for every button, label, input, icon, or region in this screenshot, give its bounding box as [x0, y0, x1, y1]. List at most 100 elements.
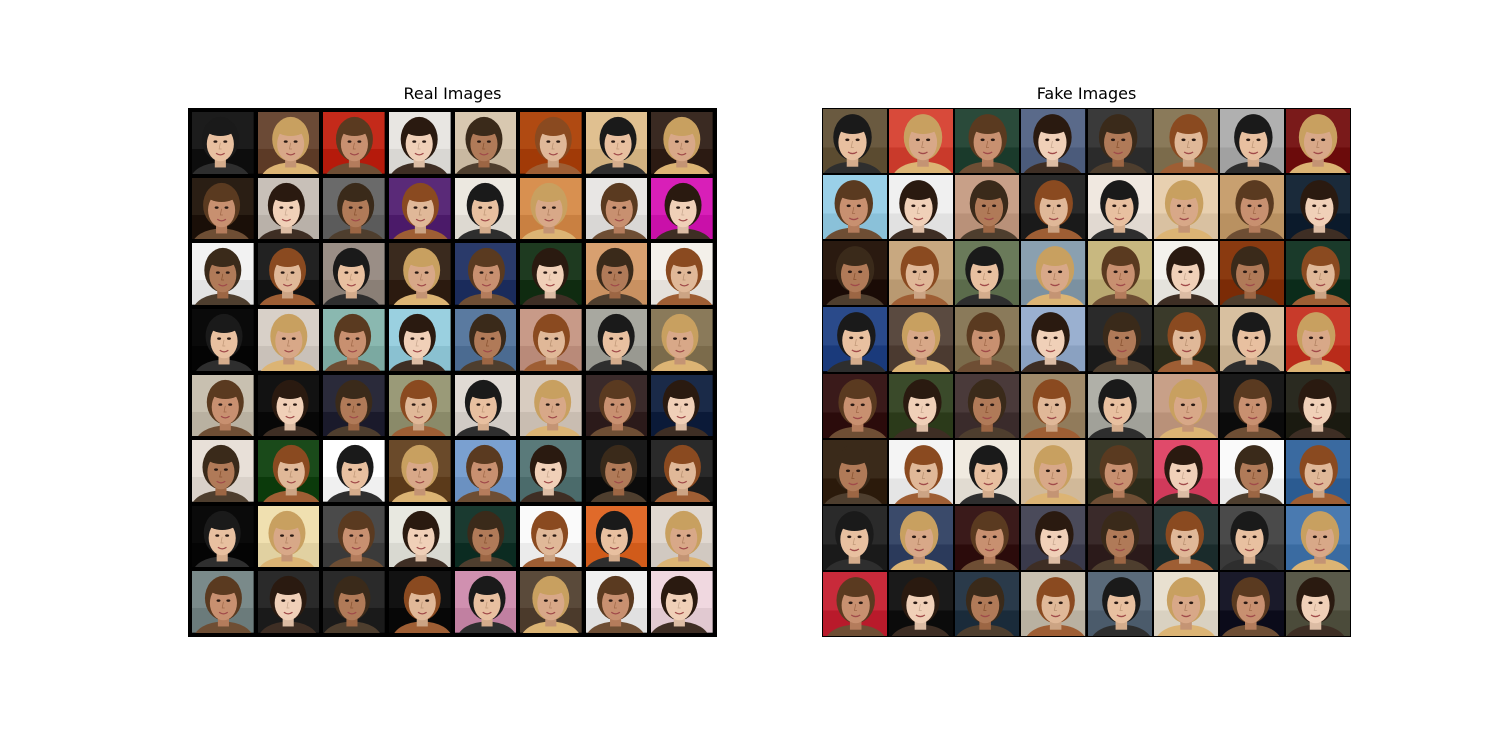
face-image — [955, 439, 1020, 504]
face-image — [520, 505, 582, 568]
face-image-cell — [388, 505, 451, 568]
face-image-cell — [323, 571, 385, 633]
face-image-cell — [585, 505, 648, 568]
face-image — [651, 177, 713, 240]
face-image-cell — [1087, 439, 1152, 504]
face-image-cell — [651, 505, 713, 568]
face-image-cell — [192, 308, 254, 371]
face-image — [257, 505, 320, 568]
face-image-cell — [823, 175, 888, 240]
face-image — [823, 505, 888, 570]
face-image-cell — [323, 505, 385, 568]
face-image — [1021, 307, 1086, 372]
face-image — [323, 440, 385, 502]
face-image — [823, 439, 888, 504]
face-image-cell — [1153, 439, 1218, 504]
face-image-cell — [388, 374, 451, 437]
face-image — [1285, 307, 1350, 372]
face-image-cell — [1219, 241, 1284, 306]
face-image — [388, 374, 451, 437]
face-image — [323, 571, 385, 633]
face-image-cell — [585, 571, 648, 633]
face-image — [1219, 175, 1284, 240]
face-image — [1153, 571, 1218, 636]
face-image-cell — [889, 175, 954, 240]
face-image — [257, 243, 320, 305]
face-image-cell — [955, 373, 1020, 438]
face-image — [585, 374, 648, 437]
face-image-cell — [1021, 109, 1086, 174]
face-image-cell — [520, 112, 582, 174]
face-image-cell — [388, 112, 451, 174]
face-image-cell — [192, 243, 254, 305]
face-image — [388, 177, 451, 240]
face-image-cell — [388, 243, 451, 305]
face-image — [823, 373, 888, 438]
face-image — [323, 177, 385, 240]
face-image-cell — [955, 109, 1020, 174]
face-image-cell — [454, 177, 517, 240]
face-image — [889, 373, 954, 438]
face-image — [955, 307, 1020, 372]
face-image — [823, 307, 888, 372]
face-image-cell — [1087, 241, 1152, 306]
face-image-cell — [1285, 175, 1350, 240]
face-image — [955, 109, 1020, 174]
face-image — [1285, 571, 1350, 636]
face-image-cell — [454, 243, 517, 305]
face-image — [1219, 373, 1284, 438]
face-image-cell — [651, 308, 713, 371]
face-image — [388, 308, 451, 371]
face-image-cell — [1285, 571, 1350, 636]
face-image-cell — [1153, 109, 1218, 174]
face-image — [192, 505, 254, 568]
face-image — [889, 307, 954, 372]
face-image-cell — [454, 374, 517, 437]
face-image — [520, 571, 582, 633]
face-image — [520, 243, 582, 305]
face-image — [192, 571, 254, 633]
face-image — [1021, 505, 1086, 570]
face-image-cell — [1021, 307, 1086, 372]
face-image — [1219, 439, 1284, 504]
face-image — [651, 571, 713, 633]
face-image-cell — [585, 440, 648, 502]
face-image-cell — [388, 308, 451, 371]
face-image-cell — [257, 440, 320, 502]
face-image-cell — [520, 243, 582, 305]
face-image — [192, 308, 254, 371]
face-image-cell — [585, 374, 648, 437]
face-image — [520, 440, 582, 502]
face-image — [388, 112, 451, 174]
face-image — [1087, 241, 1152, 306]
face-image — [257, 308, 320, 371]
face-image-cell — [1219, 505, 1284, 570]
face-image — [388, 571, 451, 633]
face-image-cell — [192, 177, 254, 240]
face-image-cell — [257, 571, 320, 633]
face-image — [454, 571, 517, 633]
face-image-cell — [651, 571, 713, 633]
face-image — [454, 374, 517, 437]
face-image-cell — [388, 177, 451, 240]
face-image — [1153, 373, 1218, 438]
face-image-cell — [1153, 175, 1218, 240]
face-image — [1087, 373, 1152, 438]
face-image — [454, 177, 517, 240]
face-image-cell — [1153, 571, 1218, 636]
face-image-cell — [1021, 175, 1086, 240]
face-image-cell — [257, 177, 320, 240]
face-image-cell — [1285, 307, 1350, 372]
face-image-cell — [1087, 571, 1152, 636]
face-image — [955, 175, 1020, 240]
face-image-cell — [454, 112, 517, 174]
face-image-cell — [257, 308, 320, 371]
face-image-cell — [1021, 373, 1086, 438]
face-image — [651, 308, 713, 371]
face-image-cell — [1219, 175, 1284, 240]
face-image — [192, 243, 254, 305]
face-image — [585, 243, 648, 305]
face-image — [1219, 571, 1284, 636]
face-image-cell — [955, 505, 1020, 570]
face-image — [889, 505, 954, 570]
